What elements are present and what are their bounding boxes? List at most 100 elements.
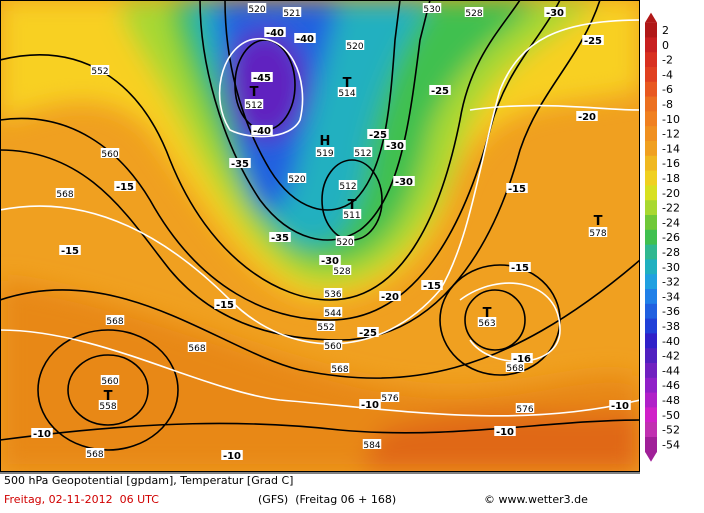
pressure-center: T xyxy=(250,85,259,100)
legend-label: -42 xyxy=(662,350,680,363)
contour-label: 520 xyxy=(346,42,363,52)
contour-label: 512 xyxy=(354,149,371,159)
legend-swatch xyxy=(645,96,657,112)
legend-label: -16 xyxy=(662,157,680,170)
isolines xyxy=(0,0,640,451)
contour-label: 520 xyxy=(288,175,305,185)
contour-label: -40 xyxy=(253,126,271,137)
label-bg xyxy=(582,35,604,45)
label-bg xyxy=(609,400,631,410)
label-bg xyxy=(515,403,535,413)
footer-copyright: © www.wetter3.de xyxy=(484,493,588,506)
pressure-center: T xyxy=(483,306,492,321)
contour-label: 560 xyxy=(324,342,341,352)
contour-label: -30 xyxy=(386,141,404,152)
legend-swatch xyxy=(645,348,657,364)
label-bg xyxy=(544,7,566,17)
label-bg xyxy=(105,315,125,325)
label-bg xyxy=(509,262,531,272)
contour-label: -35 xyxy=(231,159,249,170)
contour-label: -40 xyxy=(296,34,314,45)
label-bg xyxy=(187,342,207,352)
contour-label: 568 xyxy=(331,365,348,375)
label-bg xyxy=(323,288,343,298)
legend-swatch xyxy=(645,392,657,408)
footer-date: Freitag, 02-11-2012 06 UTC xyxy=(4,493,159,506)
legend-label: -44 xyxy=(662,364,680,377)
label-bg xyxy=(282,7,302,17)
contour-label: -15 xyxy=(216,300,234,311)
label-bg xyxy=(330,363,350,373)
legend-swatch xyxy=(645,185,657,201)
legend-swatch xyxy=(645,229,657,246)
contour-label: 520 xyxy=(336,238,353,248)
contour-label: 511 xyxy=(343,211,360,221)
contour-label: 552 xyxy=(91,67,108,77)
label-bg xyxy=(287,173,307,183)
legend-swatch xyxy=(645,155,657,172)
footer-title: 500 hPa Geopotential [gpdam], Temperatur… xyxy=(4,474,294,487)
label-bg xyxy=(114,181,136,191)
legend-label: -4 xyxy=(662,68,673,81)
contour-label: -20 xyxy=(578,112,596,123)
label-bg xyxy=(353,147,373,157)
legend-swatch xyxy=(645,215,657,231)
contour-label: -15 xyxy=(61,246,79,257)
legend-swatch xyxy=(645,377,657,394)
contour-label: -30 xyxy=(395,177,413,188)
contour-label: -35 xyxy=(271,233,289,244)
legend-label: -18 xyxy=(662,172,680,185)
legend-label: -36 xyxy=(662,305,680,318)
label-bg xyxy=(359,399,381,409)
contour-label: -10 xyxy=(33,429,51,440)
color-legend: 2 0 -2-4 -6 -8 -10 -12-14 -16 -18 -20 -22-24 -26 -28… xyxy=(645,12,680,462)
legend-swatch xyxy=(645,437,657,453)
contour-label: 568 xyxy=(56,190,73,200)
label-bg xyxy=(506,183,528,193)
contour-label: -15 xyxy=(116,182,134,193)
legend-swatch xyxy=(645,363,657,379)
label-bg xyxy=(264,27,286,37)
contour-label: -16 xyxy=(513,354,531,365)
legend-swatch xyxy=(645,274,657,290)
contour-label: -30 xyxy=(321,256,339,267)
legend-label: -46 xyxy=(662,379,680,392)
map-frame xyxy=(0,0,640,472)
legend-swatch xyxy=(645,318,657,334)
label-bg xyxy=(247,3,267,13)
label-bg xyxy=(429,85,451,95)
legend-swatch xyxy=(645,52,657,68)
legend-swatch xyxy=(645,289,657,305)
legend-label: -38 xyxy=(662,320,680,333)
contour-label: 528 xyxy=(465,9,482,19)
contour-label: 576 xyxy=(381,394,398,404)
label-bg xyxy=(337,87,357,97)
contour-label: 520 xyxy=(248,5,265,15)
contour-label: 519 xyxy=(316,149,333,159)
label-bg xyxy=(335,236,355,246)
label-bg xyxy=(315,147,335,157)
label-bg xyxy=(221,450,243,460)
label-bg xyxy=(323,340,343,350)
label-bg xyxy=(345,40,365,50)
contour-label: -10 xyxy=(361,400,379,411)
contour-label: 568 xyxy=(188,344,205,354)
legend-swatch xyxy=(645,200,657,216)
contour-label: -10 xyxy=(223,451,241,462)
label-bg xyxy=(505,362,525,372)
label-bg xyxy=(357,327,379,337)
label-bg xyxy=(214,299,236,309)
contour-label: 514 xyxy=(338,89,355,99)
legend-label: -32 xyxy=(662,276,680,289)
label-bg xyxy=(379,291,401,301)
contour-label: 560 xyxy=(101,150,118,160)
legend-label: -50 xyxy=(662,409,680,422)
label-bg xyxy=(384,140,406,150)
contour-label: -40 xyxy=(266,28,284,39)
label-bg xyxy=(251,72,273,82)
label-bg xyxy=(98,400,118,410)
contour-label: 552 xyxy=(317,323,334,333)
legend-arrow-top xyxy=(645,12,657,23)
